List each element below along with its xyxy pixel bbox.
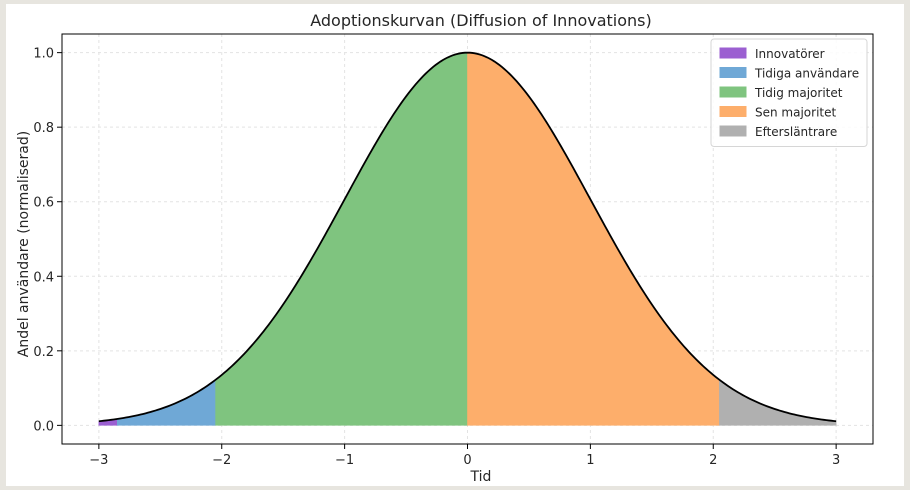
x-tick-label: 2: [709, 453, 717, 468]
x-tick-label: −3: [89, 453, 108, 468]
x-ticks: −3 −2 −1 0 1 2 3: [89, 444, 840, 468]
area-segment-2: [116, 379, 216, 426]
x-tick-label: 3: [832, 453, 840, 468]
y-ticks: 0.0 0.2 0.4 0.6 0.8 1.0: [33, 47, 62, 434]
y-tick-label: 0.2: [33, 345, 54, 360]
x-tick-label: 1: [586, 453, 594, 468]
area-segment-3: [215, 52, 468, 426]
x-tick-label: −2: [212, 453, 231, 468]
legend-label: Tidig majoritet: [754, 86, 843, 100]
legend-swatch: [719, 47, 747, 59]
legend-swatch: [719, 106, 747, 117]
legend-swatch: [719, 125, 747, 137]
x-tick-label: −1: [335, 453, 354, 468]
legend-box: [710, 38, 868, 147]
adoption-curve-chart: −3 −2 −1 0 1 2 3 0.0 0.2 0.4 0.6 0.8 1.0 Adoptionskur…: [16, 11, 874, 485]
y-tick-label: 0.4: [33, 270, 54, 285]
x-tick-label: 0: [463, 453, 471, 468]
chart-frame: −3 −2 −1 0 1 2 3 0.0 0.2 0.4 0.6 0.8 1.0 Adoptionskur…: [6, 4, 904, 486]
area-segment-4: [467, 52, 720, 426]
legend-label: Sen majoritet: [755, 106, 836, 120]
y-axis-label: Andel användare (normaliserad): [16, 131, 32, 357]
chart-title: Adoptionskurvan (Diffusion of Innovation…: [310, 11, 652, 30]
legend-label: Tidiga användare: [754, 67, 859, 81]
y-tick-label: 0.6: [33, 196, 54, 211]
legend: Innovatörer Tidiga användare Tidig majorit…: [710, 38, 868, 147]
legend-swatch: [719, 86, 747, 98]
y-tick-label: 0.8: [33, 121, 54, 136]
legend-swatch: [719, 67, 747, 78]
legend-label: Innovatörer: [755, 47, 825, 61]
y-tick-label: 0.0: [33, 419, 54, 434]
adoption-curve-line: [98, 51, 837, 423]
legend-label: Eftersläntrare: [755, 125, 837, 139]
y-tick-label: 1.0: [33, 47, 54, 62]
x-axis-label: Tid: [470, 469, 492, 485]
